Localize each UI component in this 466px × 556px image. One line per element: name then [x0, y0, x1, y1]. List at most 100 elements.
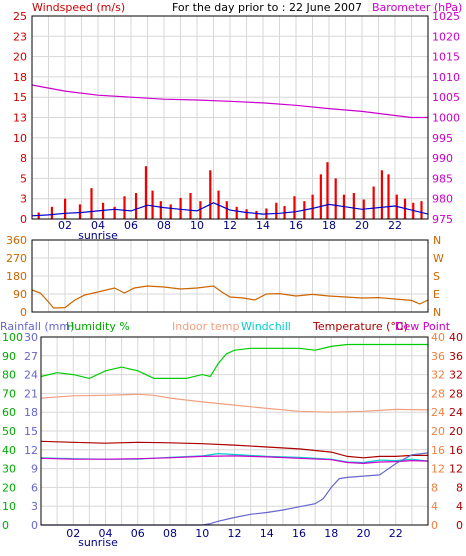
wind-gust-bar [113, 206, 116, 219]
windspeed-tick-label: 10 [13, 132, 27, 145]
barometer-tick-label: 995 [432, 132, 453, 145]
direction-tick-label: 360 [6, 234, 27, 247]
humidity-tick-label: 10 [2, 500, 16, 513]
temperature-tick-label-right: 0 [456, 519, 463, 532]
barometer-tick-label: 975 [432, 213, 453, 226]
wind-gust-bar [293, 196, 296, 219]
windspeed-tick-label: 18 [13, 71, 27, 84]
x-tick-label: 20 [357, 527, 371, 540]
wind-gust-bar [144, 166, 148, 219]
temperature-tick-label: 32 [431, 369, 445, 382]
windspeed-tick-label: 13 [13, 112, 27, 125]
wind-gust-bar [199, 201, 202, 219]
barometer-tick-label: 990 [432, 152, 453, 165]
barometer-tick-label: 985 [432, 172, 453, 185]
barometer-tick-label: 1005 [432, 91, 460, 104]
direction-tick-label: 180 [6, 270, 27, 283]
rain-tick-label: 21 [24, 387, 38, 400]
x-tick-label: 18 [324, 527, 338, 540]
wind-gust-bar [275, 202, 278, 219]
temperature-tick-label-right: 16 [449, 444, 463, 457]
wind-gust-bar [387, 174, 390, 219]
wind-gust-bar [209, 170, 212, 219]
sunrise-label: sunrise [78, 229, 118, 242]
temperature-tick-label: 4 [431, 500, 438, 513]
humidity-tick-label: 70 [2, 387, 16, 400]
wind-gust-bar [372, 186, 375, 219]
windspeed-tick-label: 5 [20, 172, 27, 185]
windspeed-tick-label: 20 [13, 51, 27, 64]
temperature-tick-label-right: 20 [449, 425, 463, 438]
rain-tick-label: 3 [31, 500, 38, 513]
windspeed-tick-label: 25 [13, 10, 27, 23]
barometer-tick-label: 1000 [432, 112, 460, 125]
barometer-tick-label: 1010 [432, 71, 460, 84]
wind-gust-bar [134, 193, 138, 219]
direction-tick-label: 90 [13, 288, 27, 301]
wind-gust-bar [245, 209, 248, 219]
x-tick-label: 18 [322, 219, 336, 232]
wind-gust-bar [225, 201, 228, 219]
temperature-tick-label: 20 [431, 425, 445, 438]
x-tick-label: 06 [131, 527, 145, 540]
temperature-tick-label: 16 [431, 444, 445, 457]
wind-gust-bar [189, 193, 192, 219]
direction-tick-label: 270 [6, 252, 27, 265]
temperature-tick-label: 8 [431, 481, 438, 494]
indoor-temp-legend-label: Indoor temp [172, 320, 239, 333]
x-tick-label: 20 [355, 219, 369, 232]
x-tick-label: 10 [190, 219, 204, 232]
barometer-tick-label: 1015 [432, 51, 460, 64]
wind-gust-bar [90, 188, 93, 219]
barometer-tick-label: 1020 [432, 30, 460, 43]
barometer-line [31, 84, 428, 119]
humidity-tick-label: 40 [2, 444, 16, 457]
x-tick-label: 16 [292, 527, 306, 540]
compass-tick-label: E [433, 288, 440, 301]
humidity-tick-label: 50 [2, 425, 16, 438]
temperature-tick-label: 28 [431, 387, 445, 400]
wind-gust-bar [380, 170, 383, 219]
windspeed-tick-label: 15 [13, 91, 27, 104]
x-tick-label: 04 [99, 527, 113, 540]
wind-gust-bar [78, 204, 82, 219]
humidity-tick-label: 80 [2, 369, 16, 382]
humidity-tick-label: 100 [2, 331, 23, 344]
x-tick-label: 02 [58, 219, 72, 232]
windspeed-axis-label: Windspeed (m/s) [32, 1, 125, 14]
temperature-tick-label: 0 [431, 519, 438, 532]
compass-tick-label: S [433, 270, 440, 283]
indoor-temp-line [40, 393, 429, 413]
wind-gust-bar [255, 210, 258, 219]
wind-average-line [31, 202, 429, 217]
compass-tick-label: N [433, 234, 441, 247]
rain-tick-label: 24 [24, 369, 38, 382]
x-tick-label: 08 [163, 527, 177, 540]
chart-title: For the day prior to : 22 June 2007 [172, 1, 362, 14]
rain-tick-label: 6 [31, 481, 38, 494]
direction-tick-label: 0 [20, 306, 27, 319]
x-tick-label: 22 [388, 219, 402, 232]
windspeed-tick-label: 23 [13, 30, 27, 43]
x-tick-label: 02 [66, 527, 80, 540]
temperature-tick-label-right: 40 [449, 331, 463, 344]
temperature-tick-label: 24 [431, 406, 445, 419]
windspeed-tick-label: 3 [20, 193, 27, 206]
dew-point-line [40, 455, 429, 465]
wind-gust-bar [326, 162, 329, 219]
barometer-tick-label: 1025 [432, 10, 460, 23]
x-tick-label: 14 [256, 219, 270, 232]
humidity-tick-label: 60 [2, 406, 16, 419]
sunrise-label-bottom: sunrise [78, 536, 118, 549]
panel-3-frame [40, 336, 429, 526]
wind-gust-bar [420, 201, 423, 219]
panel-1-frame [31, 15, 429, 220]
wind-gust-bar [123, 196, 126, 219]
panel-wind-barometer: Windspeed (m/s) For the day prior to : 2… [13, 1, 462, 242]
temperature-tick-label-right: 8 [456, 481, 463, 494]
temperature-tick-label: 12 [431, 463, 445, 476]
windspeed-tick-label: 8 [20, 152, 27, 165]
x-tick-label: 12 [223, 219, 237, 232]
temperature-tick-label-right: 36 [449, 350, 463, 363]
